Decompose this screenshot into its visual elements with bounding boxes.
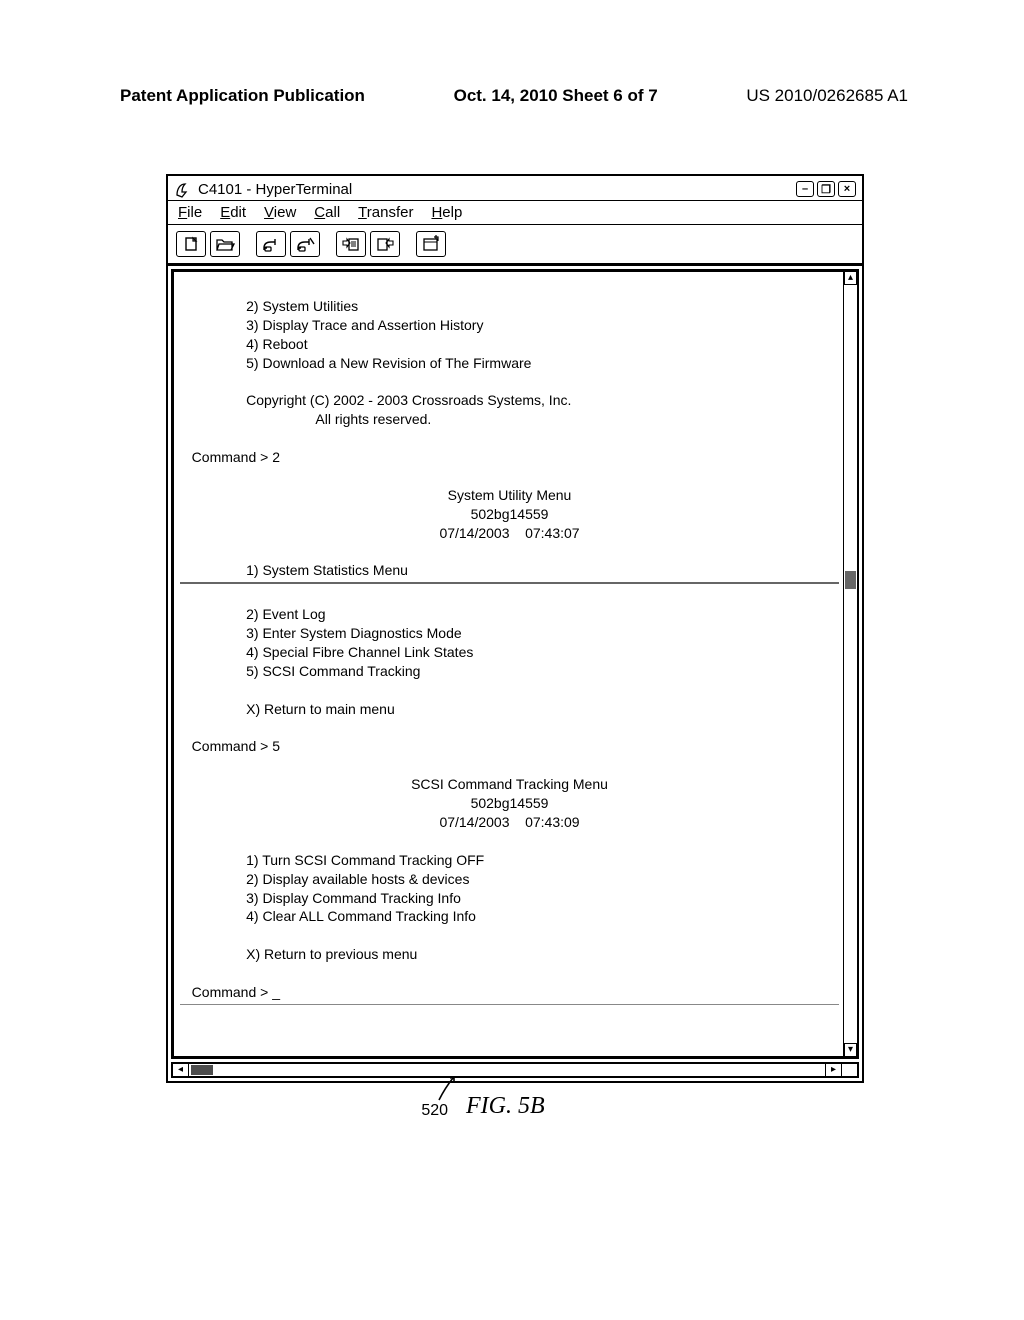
patent-page-header: Patent Application Publication Oct. 14, …: [0, 0, 1024, 114]
separator: [180, 582, 839, 584]
figure-caption: FIG. 5B: [466, 1093, 545, 1120]
menu-id: 502bg14559: [180, 794, 839, 813]
separator: [180, 1004, 839, 1005]
command-prompt[interactable]: Command > 5: [180, 738, 280, 754]
header-center: Oct. 14, 2010 Sheet 6 of 7: [454, 86, 658, 106]
menu-help[interactable]: Help: [431, 204, 462, 221]
scroll-thumb[interactable]: [845, 571, 856, 589]
line: X) Return to main menu: [180, 701, 395, 717]
scroll-left-icon[interactable]: ◂: [173, 1064, 189, 1076]
line: 4) Special Fibre Channel Link States: [180, 644, 473, 660]
scroll-thumb[interactable]: [191, 1065, 213, 1075]
header-left: Patent Application Publication: [120, 86, 365, 106]
line: 3) Display Trace and Assertion History: [180, 317, 483, 333]
maximize-button[interactable]: ❐: [817, 181, 835, 197]
terminal-output: 2) System Utilities 3) Display Trace and…: [171, 269, 843, 1059]
toolbar-disconnect-icon[interactable]: [290, 231, 320, 257]
menu-view[interactable]: View: [264, 204, 296, 221]
line: 1) Turn SCSI Command Tracking OFF: [180, 852, 484, 868]
toolbar-properties-icon[interactable]: [416, 231, 446, 257]
scroll-up-icon[interactable]: ▴: [844, 271, 857, 285]
line: 5) Download a New Revision of The Firmwa…: [180, 355, 531, 371]
toolbar-receive-icon[interactable]: [370, 231, 400, 257]
line: 2) Event Log: [180, 606, 326, 622]
menu-edit[interactable]: Edit: [220, 204, 246, 221]
line: 4) Reboot: [180, 336, 308, 352]
app-icon: [174, 180, 192, 198]
menu-timestamp: 07/14/2003 07:43:07: [180, 524, 839, 543]
menu-file[interactable]: File: [178, 204, 202, 221]
menu-bar: File Edit View Call Transfer Help: [168, 201, 862, 225]
terminal-pane: 2) System Utilities 3) Display Trace and…: [168, 265, 862, 1078]
line: 3) Enter System Diagnostics Mode: [180, 625, 462, 641]
close-button[interactable]: ×: [838, 181, 856, 197]
line: X) Return to previous menu: [180, 946, 417, 962]
window-title: C4101 - HyperTerminal: [198, 181, 352, 198]
menu-transfer[interactable]: Transfer: [358, 204, 413, 221]
command-prompt[interactable]: Command > _: [180, 984, 280, 1000]
horizontal-scrollbar[interactable]: ◂ ▸: [171, 1062, 859, 1078]
line: 2) Display available hosts & devices: [180, 871, 469, 887]
line: All rights reserved.: [180, 411, 431, 427]
scrollbar-corner: [841, 1064, 857, 1076]
line: 2) System Utilities: [180, 298, 358, 314]
reference-number-520: 520: [421, 1102, 448, 1120]
line: 3) Display Command Tracking Info: [180, 890, 461, 906]
menu-call[interactable]: Call: [314, 204, 340, 221]
vertical-scrollbar[interactable]: ▴ ▾: [843, 269, 859, 1059]
menu-title: SCSI Command Tracking Menu: [180, 775, 839, 794]
window-titlebar[interactable]: C4101 - HyperTerminal – ❐ ×: [168, 176, 862, 201]
line: 4) Clear ALL Command Tracking Info: [180, 908, 476, 924]
toolbar-connect-icon[interactable]: [256, 231, 286, 257]
scroll-down-icon[interactable]: ▾: [844, 1043, 857, 1057]
toolbar-open-icon[interactable]: [210, 231, 240, 257]
minimize-button[interactable]: –: [796, 181, 814, 197]
header-right: US 2010/0262685 A1: [746, 86, 908, 106]
menu-timestamp: 07/14/2003 07:43:09: [180, 813, 839, 832]
hyperterminal-window: C4101 - HyperTerminal – ❐ × File Edit Vi…: [166, 174, 864, 1083]
figure-caption-row: 520 FIG. 5B: [0, 1093, 1024, 1120]
toolbar-new-icon[interactable]: [176, 231, 206, 257]
line: Copyright (C) 2002 - 2003 Crossroads Sys…: [180, 392, 571, 408]
menu-id: 502bg14559: [180, 505, 839, 524]
menu-title: System Utility Menu: [180, 486, 839, 505]
line: 1) System Statistics Menu: [180, 562, 408, 578]
line: 5) SCSI Command Tracking: [180, 663, 420, 679]
scroll-right-icon[interactable]: ▸: [825, 1064, 841, 1076]
toolbar: [168, 225, 862, 265]
command-prompt[interactable]: Command > 2: [180, 449, 280, 465]
toolbar-send-icon[interactable]: [336, 231, 366, 257]
